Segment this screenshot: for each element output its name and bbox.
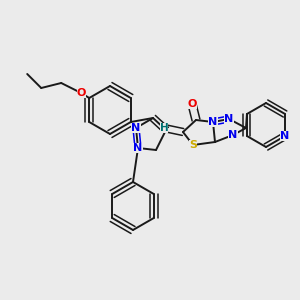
Text: N: N [228,130,238,140]
Text: N: N [280,131,290,141]
Text: O: O [187,99,197,109]
Text: H: H [160,123,168,133]
Text: N: N [134,143,142,153]
Text: N: N [208,117,217,127]
Text: O: O [76,88,86,98]
Text: S: S [189,140,197,150]
Text: N: N [131,123,141,133]
Text: N: N [224,114,234,124]
